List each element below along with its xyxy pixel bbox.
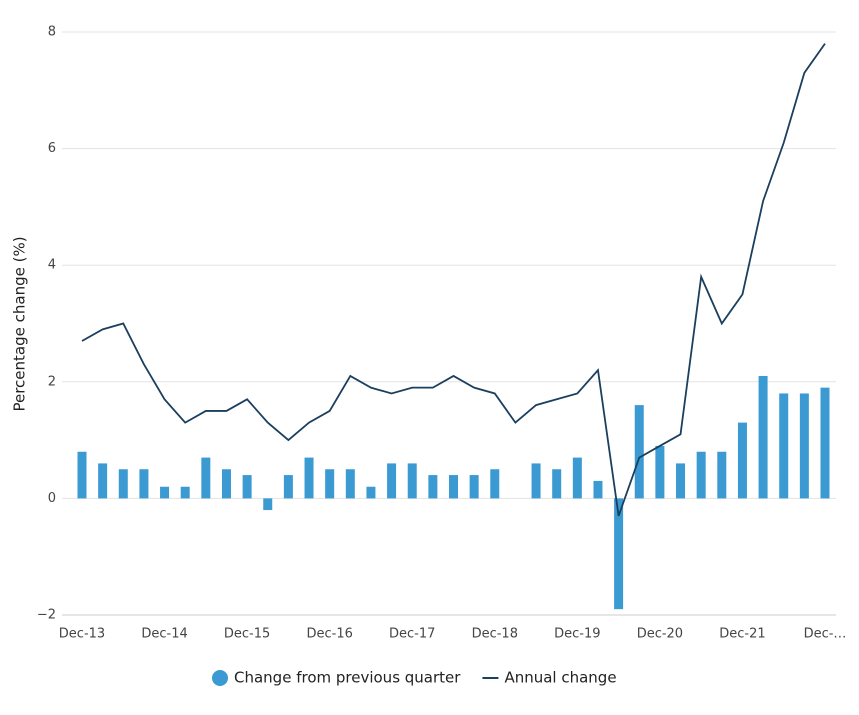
bar <box>490 469 500 499</box>
x-tick-label: Dec-15 <box>224 627 270 642</box>
bar <box>263 498 273 511</box>
bar <box>531 463 541 499</box>
bar <box>242 475 252 499</box>
bar <box>304 457 314 499</box>
bar <box>469 475 479 499</box>
bar <box>820 387 830 499</box>
bar <box>799 393 809 499</box>
x-tick-label: Dec-17 <box>389 627 435 642</box>
legend-marker <box>212 670 228 686</box>
bar <box>572 457 582 499</box>
bar <box>593 480 603 499</box>
bar <box>779 393 789 499</box>
x-tick-label: Dec-14 <box>141 627 187 642</box>
y-tick-label: 4 <box>48 258 56 273</box>
bar <box>325 469 335 499</box>
x-tick-label: Dec-… <box>804 627 847 642</box>
x-tick-label: Dec-18 <box>472 627 518 642</box>
bar <box>366 486 376 499</box>
bar <box>221 469 231 499</box>
y-axis-label: Percentage change (%) <box>11 236 29 411</box>
bar <box>737 422 747 499</box>
x-tick-label: Dec-19 <box>554 627 600 642</box>
bar <box>676 463 686 499</box>
y-tick-label: 6 <box>48 141 56 156</box>
bar <box>449 475 458 499</box>
bar <box>407 463 417 499</box>
bar <box>98 463 108 499</box>
bar <box>118 469 128 499</box>
y-tick-label: 8 <box>48 25 56 40</box>
bar <box>180 486 190 499</box>
legend-label: Annual change <box>504 669 616 687</box>
y-tick-label: 2 <box>48 374 56 389</box>
y-tick-label: −2 <box>37 608 56 623</box>
bar <box>77 451 87 499</box>
bar <box>717 451 727 499</box>
x-tick-label: Dec-13 <box>59 627 105 642</box>
bar <box>160 486 170 499</box>
bar <box>655 445 665 499</box>
bar <box>614 498 624 610</box>
y-tick-label: 0 <box>48 491 56 506</box>
x-tick-label: Dec-21 <box>719 627 765 642</box>
bar <box>428 475 438 499</box>
bar <box>283 475 293 499</box>
bar <box>758 375 768 499</box>
line <box>81 43 826 517</box>
legend-label: Change from previous quarter <box>234 669 461 687</box>
bar <box>634 405 644 499</box>
bar <box>387 463 397 499</box>
bar <box>201 457 211 499</box>
x-tick-label: Dec-20 <box>637 627 683 642</box>
x-tick-label: Dec-16 <box>306 627 352 642</box>
bar <box>139 469 149 499</box>
bar <box>696 451 706 499</box>
bar <box>345 469 355 499</box>
bar <box>552 469 562 499</box>
